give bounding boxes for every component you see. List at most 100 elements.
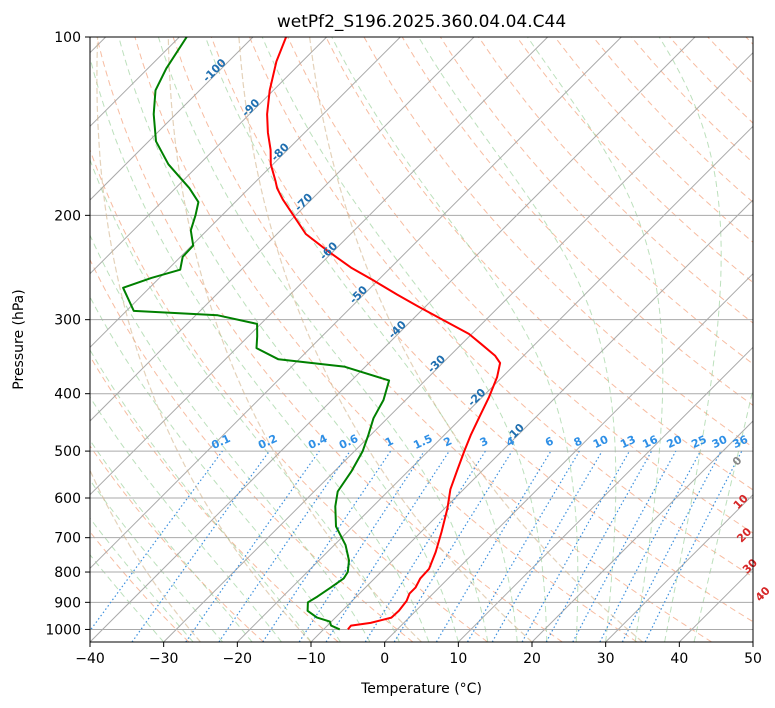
- mixing-ratio-line: [364, 450, 486, 642]
- plot-frame: [89, 36, 754, 643]
- mixing-ratio-line: [521, 450, 631, 642]
- mixing-ratio-line: [262, 450, 392, 642]
- x-tick-label: −30: [149, 651, 179, 667]
- mixing-ratio-line: [90, 450, 223, 632]
- x-tick-label: −10: [296, 651, 326, 667]
- moist-adiabat: [90, 517, 194, 642]
- dry-adiabat: [669, 37, 753, 124]
- y-tick-label: 1000: [45, 622, 81, 638]
- x-tick-label: 0: [380, 651, 389, 667]
- mixing-ratio-line: [466, 450, 580, 642]
- dry-adiabat: [745, 37, 753, 45]
- mixing-ratio-line: [599, 450, 702, 642]
- moist-adiabat: [118, 37, 459, 642]
- dry-adiabat: [554, 37, 753, 243]
- mixing-ratio-line: [298, 450, 425, 642]
- dry-adiabat-label: -80: [269, 140, 292, 163]
- temperature-line: [266, 37, 502, 631]
- dry-adiabat: [90, 445, 264, 642]
- dry-adiabat-label: -70: [292, 191, 315, 214]
- reference-curve: [238, 37, 533, 642]
- x-tick-label: 10: [449, 651, 467, 667]
- dry-adiabat: [707, 37, 753, 85]
- y-tick-label: 900: [54, 595, 81, 611]
- dry-adiabat: [287, 37, 753, 534]
- x-tick-label: 30: [597, 651, 615, 667]
- y-tick-label: 100: [54, 30, 81, 46]
- moist-adiabat: [658, 37, 722, 642]
- isotherm: [678, 567, 753, 642]
- y-tick-label: 400: [54, 387, 81, 403]
- moist-adiabat: [90, 55, 430, 642]
- moist-adiabat: [90, 296, 341, 642]
- dry-adiabat: [172, 37, 712, 642]
- chart-title: wetPf2_S196.2025.360.04.04.C44: [277, 12, 566, 32]
- mixing-ratio-label: 36: [731, 433, 751, 451]
- mixing-ratio-label: 3: [478, 434, 490, 449]
- moist-adiabat-label: 20: [734, 525, 754, 545]
- mixing-ratio-label: 0.1: [209, 432, 232, 452]
- moist-adiabat: [90, 396, 282, 642]
- reference-curve: [309, 37, 643, 642]
- mixing-ratio-label: 25: [689, 433, 708, 451]
- dry-adiabat: [134, 37, 638, 642]
- y-tick-label: 200: [54, 208, 81, 224]
- isotherm: [457, 346, 753, 642]
- isotherm: [90, 37, 622, 570]
- isotherm: [531, 420, 753, 642]
- moist-adiabat: [418, 37, 617, 642]
- moist-adiabat: [204, 37, 518, 642]
- mixing-ratio-label: 0.2: [256, 432, 279, 452]
- mixing-ratio-line: [185, 450, 320, 642]
- background-lines: [90, 37, 753, 642]
- moist-adiabat: [90, 439, 253, 642]
- moist-adiabat-label: 30: [740, 556, 760, 576]
- dry-adiabat: [90, 531, 190, 642]
- moist-adiabat-label: 10: [731, 492, 751, 512]
- dry-adiabat-label: -90: [239, 96, 262, 119]
- moist-adiabat: [527, 37, 664, 642]
- mixing-ratio-line: [572, 450, 677, 642]
- mixing-ratio-label: 1: [383, 434, 395, 449]
- dry-adiabat: [210, 37, 753, 623]
- mixing-ratio-label: 16: [640, 433, 660, 451]
- mixing-ratio-line: [325, 450, 450, 642]
- x-tick-label: 50: [744, 651, 762, 667]
- dry-adiabat-label: -50: [347, 283, 370, 306]
- dry-adiabat: [439, 37, 753, 365]
- isotherm: [90, 37, 401, 349]
- moist-adiabat: [157, 37, 489, 642]
- isotherm: [90, 37, 328, 275]
- isotherm: [384, 272, 753, 642]
- y-axis-label: Pressure (hPa): [11, 289, 27, 389]
- x-tick-label: −20: [223, 651, 253, 667]
- dry-adiabat: [516, 37, 753, 284]
- isotherm: [90, 37, 254, 201]
- dry-adiabat: [592, 37, 753, 203]
- x-tick-label: −40: [75, 651, 105, 667]
- isotherm: [236, 125, 753, 642]
- mixing-ratio-label: 20: [665, 433, 685, 451]
- mixing-ratio-line: [218, 450, 351, 642]
- x-tick-label: 40: [670, 651, 688, 667]
- dewpoint-line: [122, 37, 391, 631]
- y-tick-label: 700: [54, 531, 81, 547]
- isotherm: [163, 51, 753, 642]
- moist-adiabat: [90, 479, 223, 642]
- moist-adiabat: [261, 37, 548, 642]
- y-tick-label: 800: [54, 565, 81, 581]
- mixing-ratio-line: [644, 450, 743, 642]
- mixing-ratio-line: [393, 450, 513, 642]
- y-tick-label: 600: [54, 491, 81, 507]
- moist-adiabat: [693, 386, 753, 642]
- mixing-ratio-label: 0.4: [306, 432, 329, 452]
- moist-adiabat: [90, 158, 400, 642]
- mixing-ratio-label: 6: [543, 434, 556, 449]
- x-axis-label: Temperature (°C): [360, 681, 482, 697]
- dry-adiabat-label: -60: [317, 239, 340, 262]
- dry-adiabat: [249, 37, 753, 578]
- mixing-ratio-label: 8: [572, 434, 584, 449]
- mixing-ratio-line: [131, 450, 270, 642]
